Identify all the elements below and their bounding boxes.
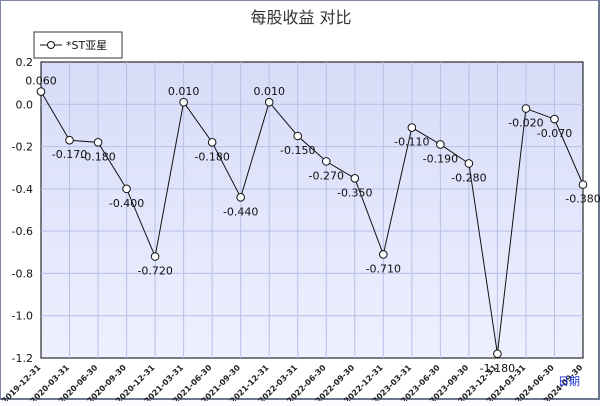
legend: *ST亚星 (33, 31, 123, 59)
data-point (464, 159, 474, 168)
data-label: -0.070 (537, 127, 572, 140)
data-label: -1.180 (480, 362, 515, 375)
data-label: -0.440 (223, 205, 258, 218)
data-label: -0.350 (337, 186, 372, 199)
data-point (264, 97, 274, 107)
data-point (493, 349, 502, 359)
y-tick-label: 0.0 (16, 98, 34, 111)
data-point (236, 193, 245, 202)
data-label: -0.110 (394, 136, 429, 149)
data-label: 0.010 (168, 85, 200, 98)
data-label: -0.280 (451, 171, 486, 184)
data-label: -0.270 (309, 169, 344, 182)
data-label: -0.170 (52, 148, 87, 161)
series-line (40, 91, 584, 354)
y-tick-label: 0.2 (16, 56, 34, 69)
legend-marker-swatch (47, 41, 55, 49)
data-label: 0.010 (253, 85, 285, 98)
data-point (179, 97, 188, 107)
x-axis-label: 日期 (558, 375, 580, 388)
data-point (350, 173, 360, 183)
y-tick-label: -0.4 (12, 183, 33, 196)
y-tick-label: -0.8 (12, 267, 33, 280)
data-point (293, 131, 303, 141)
data-point (36, 87, 46, 96)
data-label: -0.710 (366, 262, 401, 275)
data-point (578, 180, 588, 189)
data-label: -0.150 (280, 144, 315, 157)
data-label: 0.060 (25, 75, 57, 88)
data-point (407, 123, 417, 132)
data-label: -0.720 (137, 265, 172, 278)
data-point (321, 157, 331, 166)
data-point (150, 252, 160, 261)
data-label: -0.190 (423, 152, 458, 165)
data-label: -0.380 (565, 193, 600, 206)
data-label: -0.180 (80, 150, 115, 163)
data-point (436, 140, 445, 149)
data-point (122, 184, 131, 194)
y-tick-label: -0.6 (12, 225, 33, 238)
data-point (207, 138, 217, 147)
data-label: -0.020 (508, 117, 543, 130)
data-point (379, 250, 388, 259)
data-point (65, 135, 74, 145)
data-point (93, 138, 103, 147)
legend-entry: *ST亚星 (66, 39, 107, 52)
chart-title: 每股收益 对比 (250, 8, 351, 27)
data-point (521, 104, 531, 113)
plot-area (40, 61, 584, 359)
data-point (550, 114, 559, 124)
y-tick-label: -0.2 (12, 141, 33, 154)
data-label: -0.180 (194, 150, 229, 163)
data-label: -0.400 (109, 197, 144, 210)
y-tick-label: -1.2 (12, 352, 33, 365)
y-tick-label: -1.0 (12, 310, 33, 323)
